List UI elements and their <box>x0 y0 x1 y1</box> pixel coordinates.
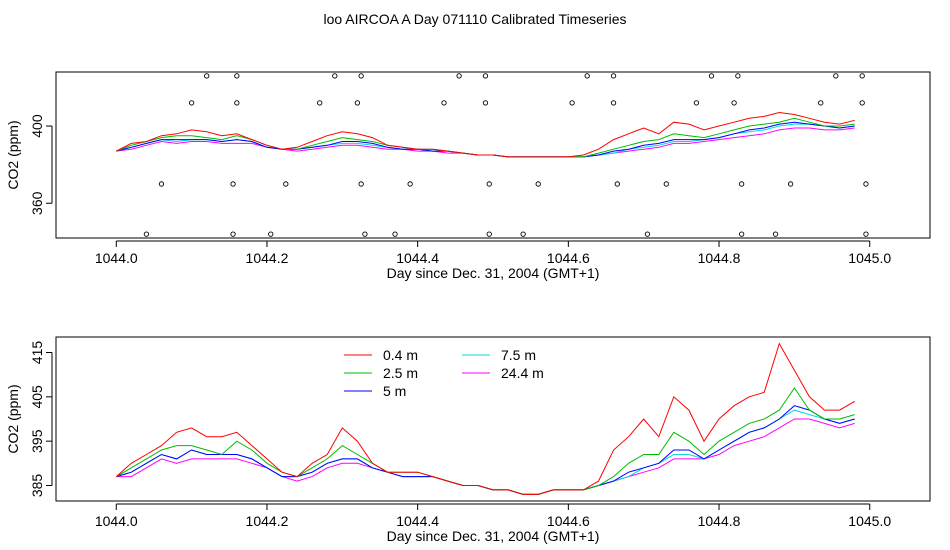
x-tick-label: 1044.8 <box>698 250 741 266</box>
marker-point <box>859 73 865 79</box>
marker-point <box>407 181 413 187</box>
series-line-0-4-m <box>115 342 855 495</box>
marker-point <box>482 100 489 106</box>
marker-point <box>317 100 323 106</box>
x-tick-label: 1045.0 <box>848 250 891 266</box>
y-tick-label: 415 <box>29 341 45 365</box>
y-axis-label: CO2 (ppm) <box>5 120 21 189</box>
x-tick-label: 1044.6 <box>547 513 590 529</box>
marker-point <box>610 100 617 106</box>
marker-point <box>644 231 651 237</box>
marker-point <box>456 73 462 79</box>
marker-point <box>143 231 150 237</box>
marker-point <box>234 100 240 106</box>
marker-point <box>486 231 492 237</box>
marker-point <box>708 73 715 79</box>
x-axis-label: Day since Dec. 31, 2004 (GMT+1) <box>387 265 600 281</box>
series-line-24-4-m <box>116 418 855 495</box>
marker-point <box>693 100 700 106</box>
x-tick-label: 1044.0 <box>95 250 138 266</box>
marker-point <box>520 231 526 237</box>
series-line-7-5-m <box>116 409 855 495</box>
marker-point <box>482 73 489 79</box>
marker-point <box>486 181 492 187</box>
marker-point <box>772 231 779 237</box>
marker-point <box>735 73 741 79</box>
marker-point <box>610 73 617 79</box>
marker-point <box>158 181 165 187</box>
y-axis-label: CO2 (ppm) <box>5 384 21 453</box>
y-tick-label: 385 <box>29 474 45 498</box>
marker-point <box>441 100 447 106</box>
marker-point <box>787 181 794 187</box>
marker-point <box>362 231 368 237</box>
marker-point <box>358 181 364 187</box>
series-line-2-5-m <box>116 117 855 158</box>
x-tick-label: 1044.4 <box>396 250 439 266</box>
marker-point <box>230 181 236 187</box>
legend-label: 24.4 m <box>501 365 544 381</box>
top-panel: 1044.0 1044.2 1044.4 1044.6 1044.8 1045.0 Day … <box>5 71 931 281</box>
marker-point <box>663 181 669 187</box>
marker-point <box>614 181 620 187</box>
legend-label: 2.5 m <box>383 365 418 381</box>
x-tick-label: 1044.8 <box>698 513 741 529</box>
x-tick-label: 1044.0 <box>95 513 138 529</box>
x-tick-label: 1044.6 <box>547 250 590 266</box>
series-line-2-5-m <box>116 387 855 495</box>
marker-point <box>535 181 541 187</box>
legend-label: 7.5 m <box>501 347 536 363</box>
marker-point <box>569 100 575 106</box>
series-line-0-4-m <box>116 111 855 158</box>
marker-point <box>859 100 865 106</box>
marker-point <box>392 231 398 237</box>
x-axis-label: Day since Dec. 31, 2004 (GMT+1) <box>387 528 600 544</box>
marker-point <box>738 181 745 187</box>
x-tick-label: 1045.0 <box>848 513 891 529</box>
marker-point <box>738 231 745 237</box>
legend-label: 0.4 m <box>383 347 418 363</box>
marker-point <box>234 73 240 79</box>
marker-point <box>268 231 274 237</box>
marker-point <box>358 73 364 79</box>
bottom-panel: 1044.0 1044.2 1044.4 1044.6 1044.8 1045.0 Day … <box>5 336 931 544</box>
marker-point <box>863 231 869 237</box>
y-tick-label: 405 <box>29 385 45 409</box>
marker-point <box>332 73 338 79</box>
plot-frame <box>55 71 931 239</box>
x-tick-label: 1044.2 <box>246 250 289 266</box>
y-tick-label: 395 <box>29 429 45 453</box>
marker-point <box>188 100 195 106</box>
y-tick-label: 400 <box>29 114 45 138</box>
marker-point <box>230 231 236 237</box>
marker-point <box>731 100 737 106</box>
legend-label: 5 m <box>383 383 406 399</box>
marker-point <box>584 73 590 79</box>
x-tick-label: 1044.4 <box>396 513 439 529</box>
plot-frame <box>55 336 931 502</box>
marker-point <box>863 181 869 187</box>
y-tick-label: 360 <box>29 191 45 215</box>
marker-point <box>354 100 361 106</box>
marker-point <box>283 181 289 187</box>
chart-main-title: loo AIRCOA A Day 071110 Calibrated Times… <box>323 11 627 27</box>
x-tick-label: 1044.2 <box>246 513 289 529</box>
marker-point <box>818 100 824 106</box>
marker-point <box>204 73 210 79</box>
marker-point <box>833 73 839 79</box>
